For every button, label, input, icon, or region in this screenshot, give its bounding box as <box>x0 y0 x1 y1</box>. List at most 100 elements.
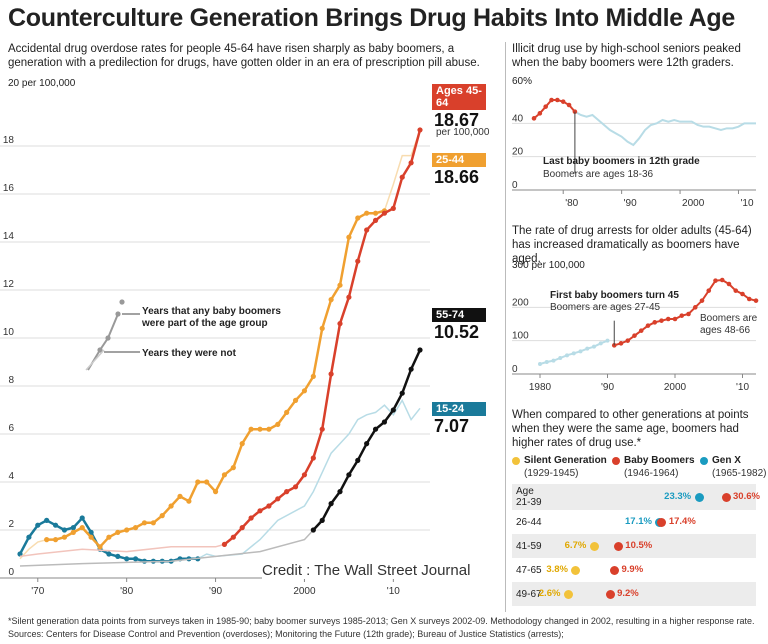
legend-generation-years: (1946-1964) <box>624 468 679 479</box>
data-point <box>645 323 651 328</box>
dot-boomers <box>657 517 667 527</box>
legend-boomer-point <box>119 299 125 305</box>
x-tick-label: '90 <box>601 382 614 393</box>
dot-silent <box>563 589 573 599</box>
row-age-label: 47-65 <box>516 565 542 576</box>
data-point <box>292 397 299 403</box>
data-point <box>537 111 543 116</box>
data-point <box>159 513 165 519</box>
data-point <box>141 520 148 526</box>
value-label-silent: 3.8% <box>546 564 568 575</box>
data-point <box>381 210 388 216</box>
data-point <box>531 116 537 121</box>
data-point <box>310 373 316 379</box>
data-point <box>212 489 219 495</box>
data-point <box>106 551 112 557</box>
arrests-y-unit-label: 300 per 100,000 <box>512 260 585 271</box>
table-row <box>512 582 756 606</box>
data-point <box>625 338 631 343</box>
data-point <box>106 534 112 540</box>
value-label-genx: 23.3% <box>664 491 692 502</box>
data-point <box>355 457 361 463</box>
data-point <box>284 489 290 495</box>
legend-not-label: Years they were not <box>142 348 236 359</box>
data-point <box>566 102 572 108</box>
value-25-44: 18.66 <box>434 167 480 187</box>
data-point <box>284 409 290 415</box>
data-point <box>390 407 396 413</box>
legend-boomer-point <box>97 347 103 353</box>
data-point <box>70 529 76 535</box>
legend-generation-name: Baby Boomers <box>624 455 695 466</box>
data-point <box>679 313 685 318</box>
data-point <box>543 104 548 109</box>
data-point <box>592 344 596 349</box>
y-tick-label: 20 <box>512 147 524 158</box>
data-point <box>417 127 423 133</box>
data-point <box>310 527 316 533</box>
y-tick-label: 0 <box>8 567 14 578</box>
row-age-label: 41-59 <box>516 541 542 552</box>
data-point <box>204 479 210 485</box>
data-point <box>390 205 396 211</box>
data-point <box>659 318 664 323</box>
data-point <box>115 529 121 535</box>
data-point <box>372 217 379 223</box>
data-point <box>578 349 583 354</box>
legend-generation-years: (1929-1945) <box>524 468 579 479</box>
dot-silent <box>571 565 581 575</box>
badge-55-74-text: 55-74 <box>436 309 465 321</box>
data-point <box>372 210 379 216</box>
data-point <box>632 333 637 338</box>
y-tick-label: 4 <box>8 471 14 482</box>
y-tick-label: 14 <box>3 231 15 242</box>
data-point <box>337 489 343 495</box>
x-tick-label: '90 <box>209 586 222 597</box>
data-point <box>328 297 334 303</box>
y-tick-label: 12 <box>3 279 15 290</box>
data-point <box>61 527 68 533</box>
legend-dot-yellow <box>512 457 520 465</box>
table-row <box>512 510 756 534</box>
other-years-line <box>574 110 756 147</box>
data-point <box>319 325 325 331</box>
data-point <box>132 556 139 562</box>
data-point <box>328 371 334 377</box>
data-point <box>346 472 352 478</box>
value-15-24: 7.07 <box>434 416 470 436</box>
data-point <box>239 441 245 447</box>
data-point <box>275 421 281 427</box>
data-point <box>79 515 85 521</box>
y-tick-label: 16 <box>3 183 15 194</box>
legend-not-line <box>85 349 105 371</box>
legend-generation-years: (1965-1982) <box>712 468 767 479</box>
dot-boomers <box>605 589 615 599</box>
arrests-annotation-sub: Boomers are ages 27-45 <box>550 302 661 313</box>
data-point <box>328 501 334 507</box>
data-point <box>726 281 732 287</box>
data-point <box>79 525 85 531</box>
data-point <box>248 515 254 521</box>
data-point <box>337 321 343 327</box>
data-point <box>746 296 752 302</box>
x-tick-label: '10 <box>387 586 400 597</box>
data-point <box>115 553 121 559</box>
data-point <box>35 522 41 528</box>
data-point <box>346 294 352 300</box>
illicit-chart: 0 20 40 '80 '90 2000 '10 <box>512 97 756 209</box>
data-point <box>364 227 370 233</box>
data-point <box>713 278 718 283</box>
main-dek: Accidental drug overdose rates for peopl… <box>8 43 480 69</box>
x-tick-label: 1980 <box>529 382 552 393</box>
value-label-silent: 2.6% <box>538 588 561 599</box>
y-tick-label: 2 <box>8 519 14 530</box>
y-tick-label: 40 <box>512 113 524 124</box>
data-point <box>372 426 379 432</box>
data-point <box>17 551 23 557</box>
data-point <box>544 360 549 364</box>
data-point <box>52 522 59 528</box>
data-point <box>310 455 316 461</box>
arrests-chart: 0 100 200 1980 '90 2000 '10 <box>512 277 759 393</box>
legend-boomer-point <box>115 311 121 317</box>
legend-boomer-label: Years that any baby boomers were part of… <box>142 306 281 329</box>
